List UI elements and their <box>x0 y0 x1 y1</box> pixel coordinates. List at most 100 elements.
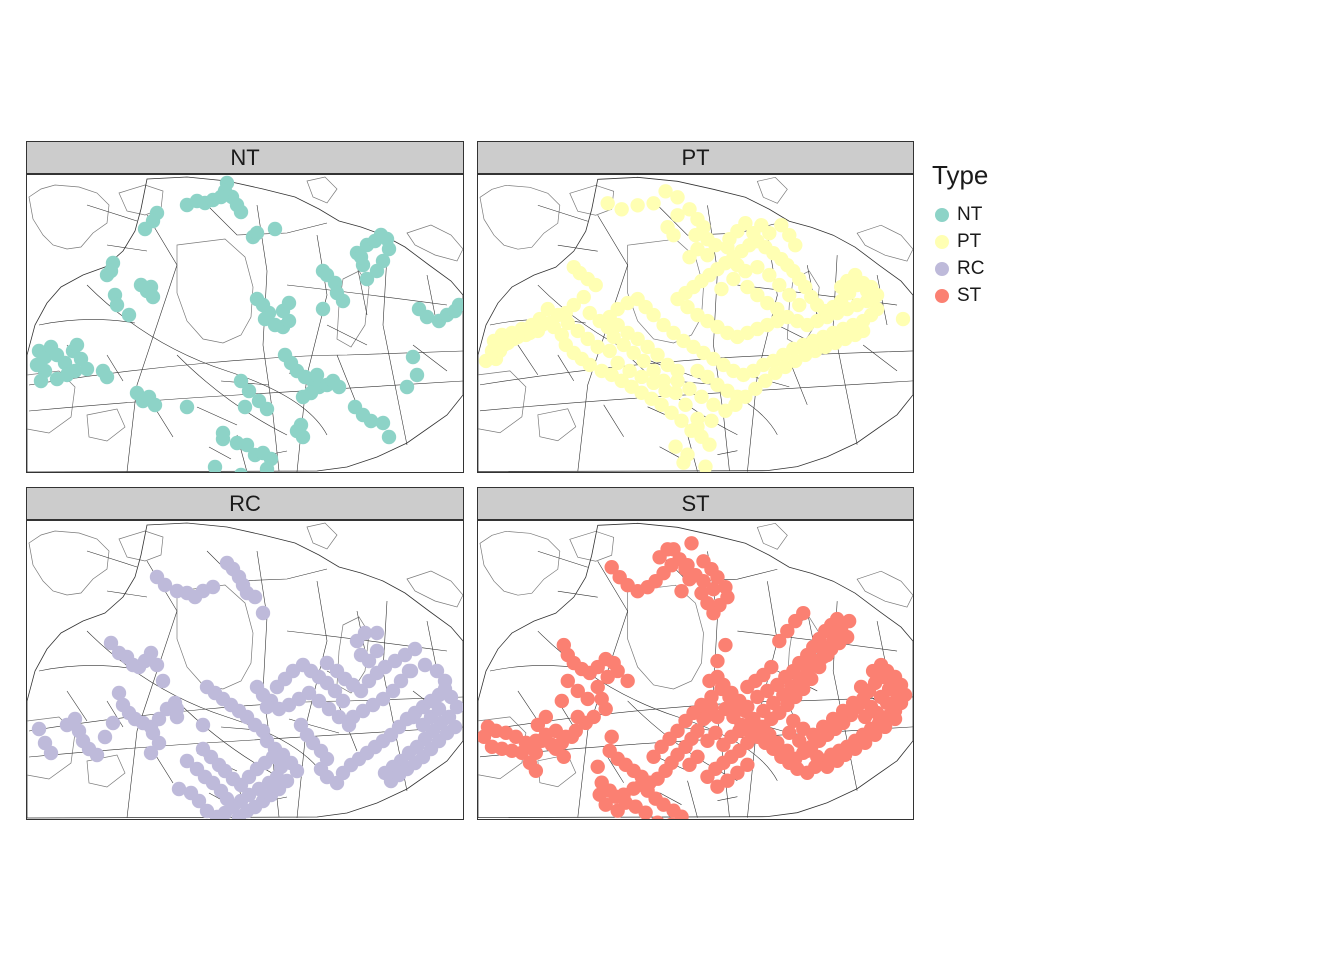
point-marker-pt-190 <box>634 369 649 385</box>
point-marker-rc-20 <box>143 645 159 661</box>
planning-boundary-pt-18 <box>659 446 682 459</box>
point-marker-pt-65 <box>656 317 671 333</box>
point-marker-pt-44 <box>664 405 679 420</box>
point-marker-pt-176 <box>560 315 575 331</box>
point-marker-st-232 <box>602 743 617 758</box>
point-marker-st-216 <box>792 733 807 749</box>
point-marker-nt-66 <box>69 337 85 353</box>
legend-swatch-nt <box>935 207 949 222</box>
coastline-st-0 <box>479 530 561 596</box>
map-st[interactable] <box>477 520 914 820</box>
point-marker-pt-185 <box>582 305 597 321</box>
point-marker-pt-167 <box>660 357 675 373</box>
planning-boundary-nt-21 <box>356 264 368 316</box>
point-marker-nt-18 <box>99 267 115 283</box>
map-svg-pt <box>478 176 913 472</box>
point-marker-st-275 <box>706 582 721 597</box>
point-marker-rc-99 <box>405 709 421 725</box>
point-marker-rc-35 <box>31 721 47 737</box>
point-marker-st-241 <box>702 673 717 689</box>
map-rc[interactable] <box>26 520 464 820</box>
point-marker-st-191 <box>835 703 851 719</box>
panel-rc: RC <box>26 487 464 820</box>
planning-boundary-nt-25 <box>326 324 368 346</box>
planning-boundary-nt-7 <box>38 319 136 326</box>
point-marker-st-30 <box>590 679 605 695</box>
point-marker-st-11 <box>674 583 689 599</box>
coastline-pt-6 <box>537 408 577 442</box>
point-marker-st-186 <box>786 713 801 729</box>
point-marker-nt-76 <box>409 367 425 383</box>
point-marker-nt-117 <box>293 417 309 433</box>
coastline-st-1 <box>569 530 615 562</box>
map-nt[interactable] <box>26 174 464 473</box>
points-nt <box>29 175 463 472</box>
point-marker-st-206 <box>887 711 903 727</box>
point-marker-st-217 <box>782 725 797 741</box>
point-marker-nt-95 <box>237 399 253 415</box>
point-marker-st-213 <box>820 759 835 774</box>
legend-item-st: ST <box>932 282 988 309</box>
point-marker-st-242 <box>710 653 725 669</box>
planning-boundary-pt-11 <box>537 204 588 222</box>
point-marker-pt-194 <box>682 381 697 397</box>
planning-boundary-nt-8 <box>176 354 288 436</box>
legend-item-pt: PT <box>932 228 988 255</box>
panel-strip-rc: RC <box>26 487 464 520</box>
planning-boundary-nt-3 <box>256 204 280 472</box>
point-marker-nt-14 <box>249 225 265 241</box>
point-marker-st-54 <box>564 729 579 745</box>
point-marker-rc-158 <box>265 749 281 765</box>
map-pt[interactable] <box>477 174 914 473</box>
point-marker-pt-66 <box>666 325 681 341</box>
point-marker-rc-148 <box>219 791 235 807</box>
planning-boundary-rc-12 <box>106 590 148 598</box>
coastline-nt-3 <box>176 238 254 344</box>
point-marker-pt-3 <box>646 196 661 211</box>
point-marker-pt-135 <box>726 271 741 287</box>
point-marker-st-76 <box>610 803 625 818</box>
planning-boundary-st-18 <box>659 792 682 805</box>
point-marker-st-45 <box>478 729 492 745</box>
point-marker-st-268 <box>764 659 779 675</box>
planning-boundary-st-17 <box>717 796 738 801</box>
point-marker-st-204 <box>869 705 885 721</box>
point-marker-rc-44 <box>97 729 113 745</box>
point-marker-nt-12 <box>137 221 153 237</box>
point-marker-rc-113 <box>335 693 351 709</box>
point-marker-nt-49 <box>379 231 395 247</box>
point-marker-rc-105 <box>417 657 433 673</box>
legend-label-pt: PT <box>957 230 982 252</box>
coastline-pt-0 <box>479 184 561 250</box>
point-marker-nt-74 <box>451 297 463 313</box>
point-marker-pt-6 <box>682 202 697 217</box>
coastline-rc-8 <box>306 522 338 550</box>
point-marker-rc-182 <box>407 641 423 657</box>
panel-strip-nt: NT <box>26 141 464 174</box>
point-marker-rc-189 <box>143 745 159 761</box>
planning-boundary-rc-26 <box>426 620 438 672</box>
point-marker-pt-173 <box>590 339 605 355</box>
planning-boundary-pt-0 <box>479 350 913 386</box>
point-marker-st-244 <box>772 633 787 649</box>
legend-item-rc: RC <box>932 255 988 282</box>
panel-strip-pt: PT <box>477 141 914 174</box>
planning-boundary-nt-6 <box>382 254 408 446</box>
point-marker-st-247 <box>796 605 811 621</box>
point-marker-st-166 <box>766 695 781 711</box>
point-marker-pt-174 <box>580 331 595 347</box>
coastline-rc-0 <box>28 530 110 596</box>
point-marker-nt-75 <box>405 349 421 365</box>
point-marker-nt-34 <box>281 295 297 311</box>
point-marker-st-190 <box>826 711 841 727</box>
coastline-st-4 <box>856 570 913 608</box>
point-marker-rc-22 <box>155 673 171 689</box>
point-marker-st-207 <box>877 719 893 735</box>
point-marker-st-203 <box>857 709 873 725</box>
point-marker-pt-134 <box>714 281 729 297</box>
point-marker-rc-54 <box>321 701 337 717</box>
point-marker-nt-56 <box>57 355 73 371</box>
basemap-st <box>478 522 913 819</box>
point-marker-pt-191 <box>646 375 661 391</box>
point-marker-pt-43 <box>654 397 669 412</box>
